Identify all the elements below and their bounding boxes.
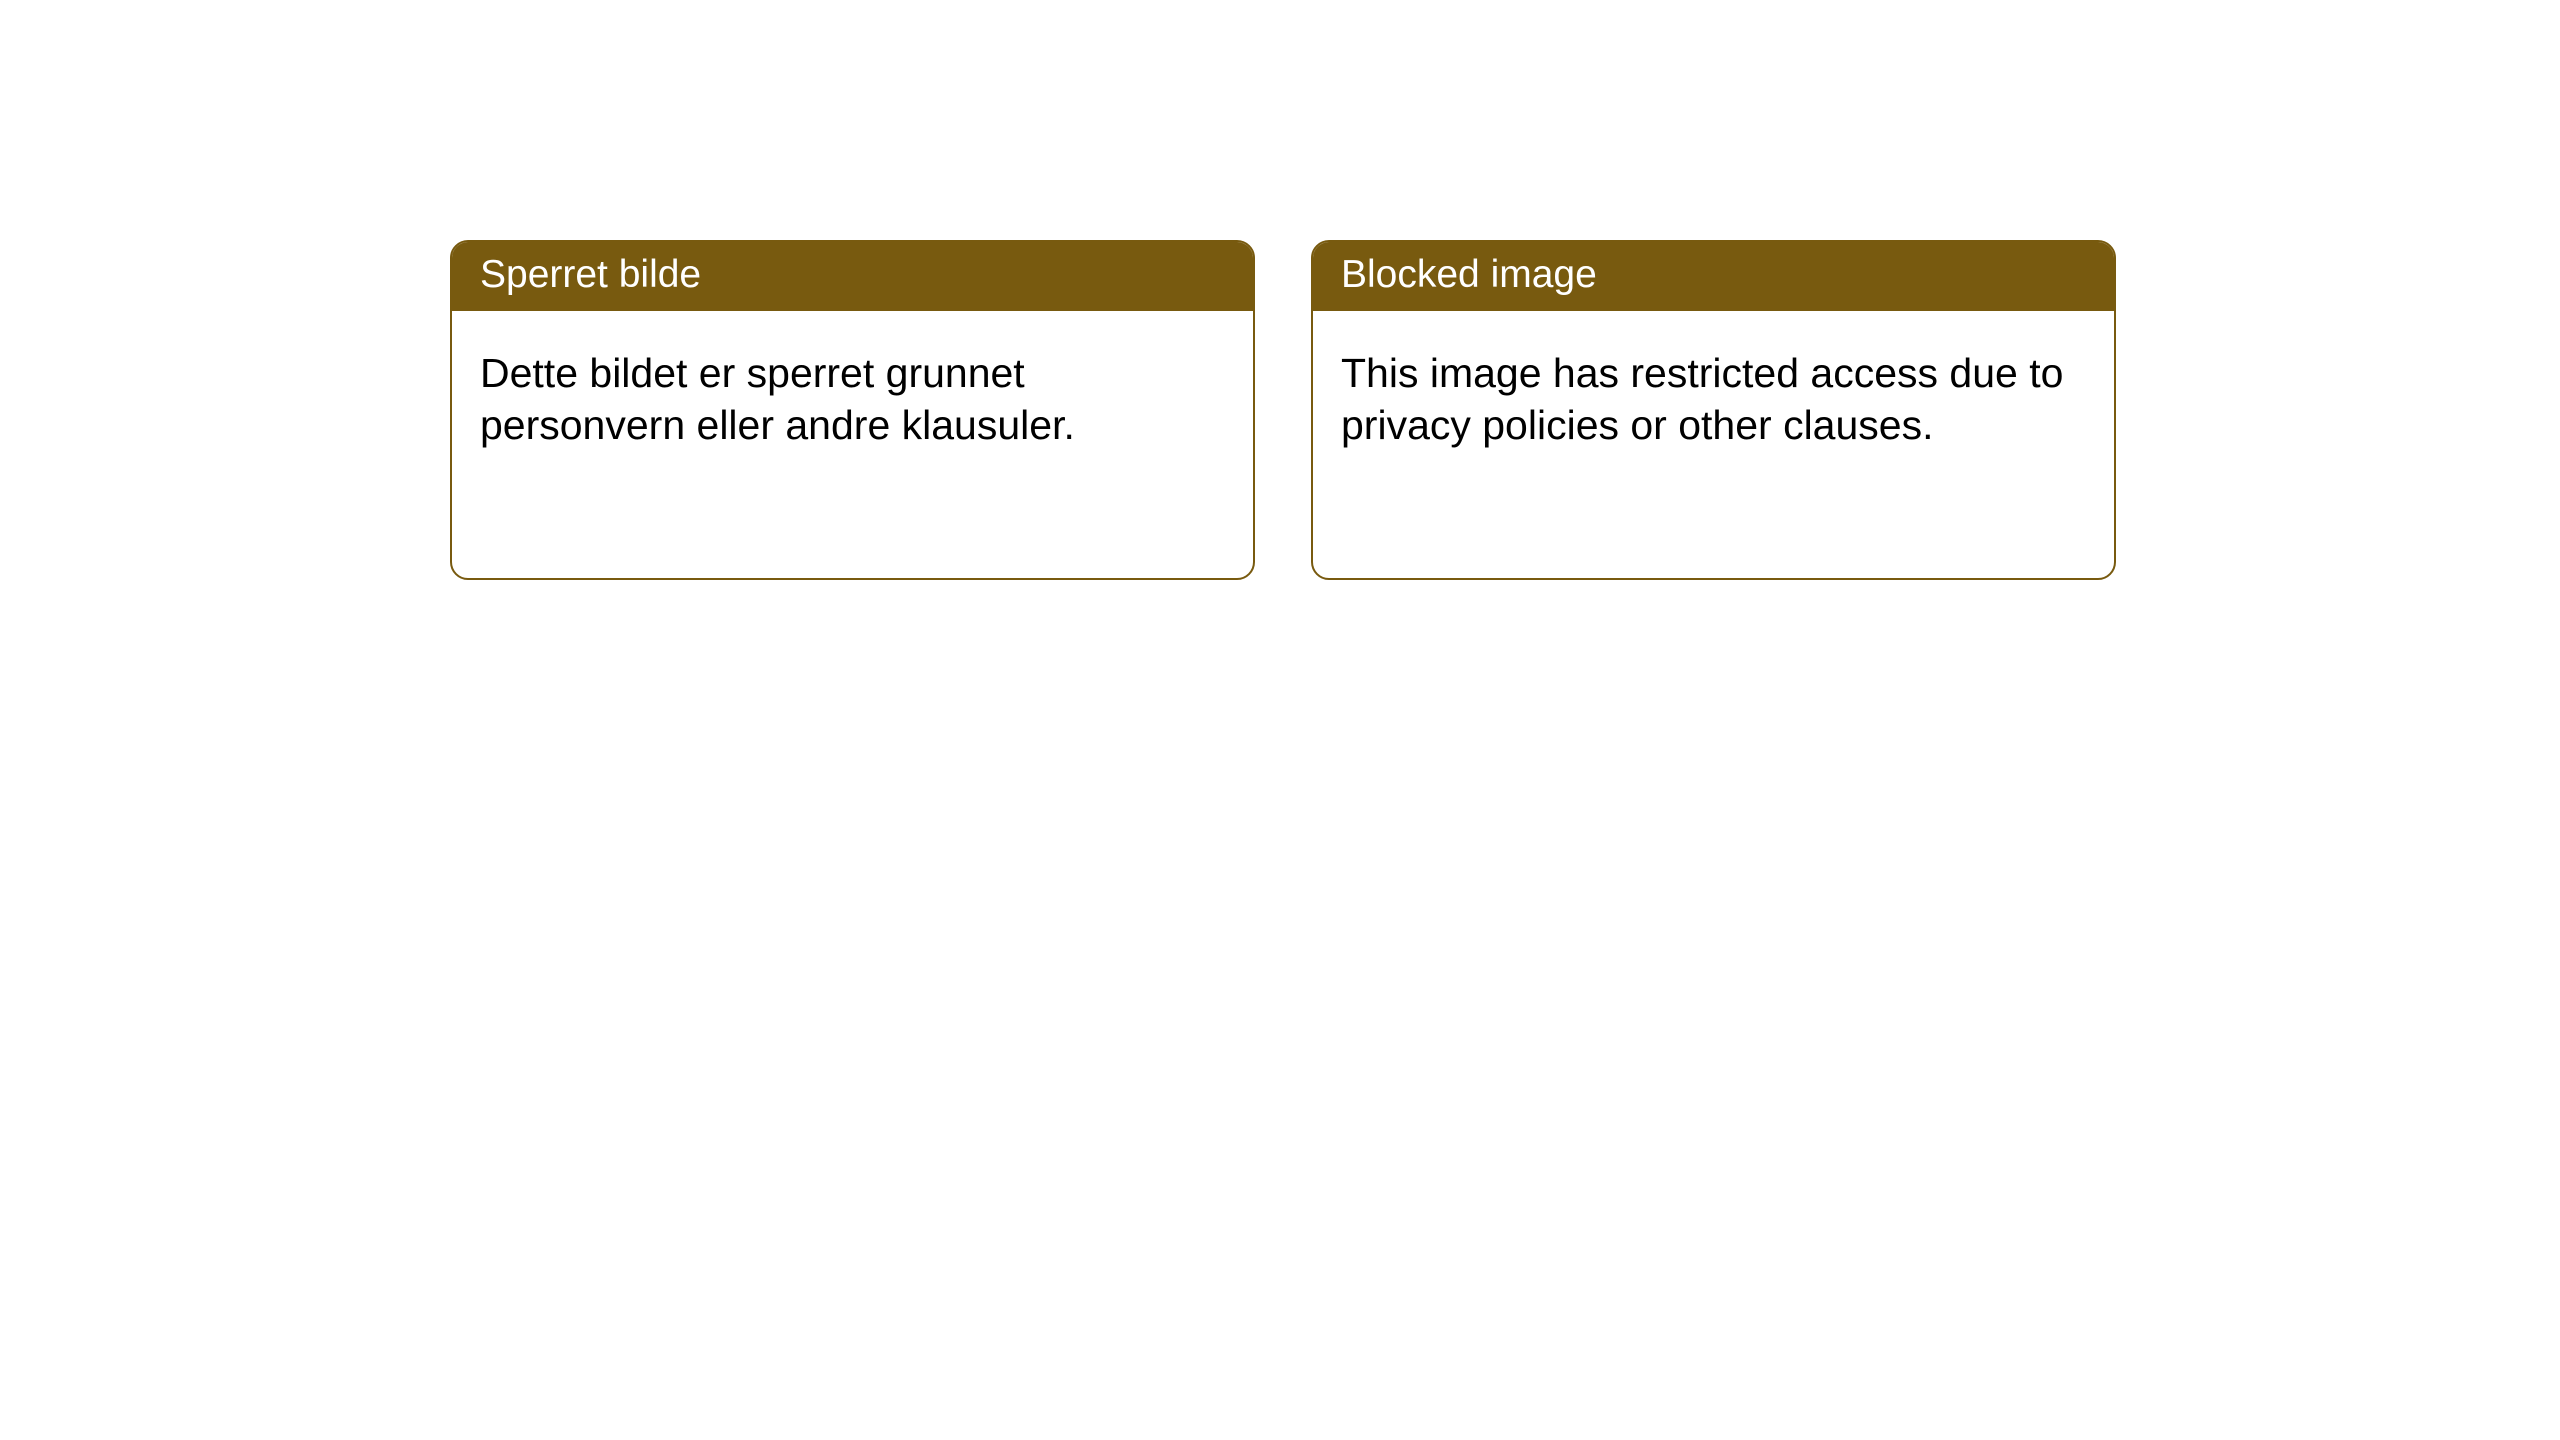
card-header: Blocked image [1313, 242, 2114, 311]
card-body: This image has restricted access due to … [1313, 311, 2114, 480]
card-title: Sperret bilde [480, 253, 701, 296]
card-header: Sperret bilde [452, 242, 1253, 311]
notice-container: Sperret bilde Dette bildet er sperret gr… [0, 0, 2560, 580]
card-message: Dette bildet er sperret grunnet personve… [480, 350, 1075, 448]
card-body: Dette bildet er sperret grunnet personve… [452, 311, 1253, 480]
card-message: This image has restricted access due to … [1341, 350, 2063, 448]
notice-card-english: Blocked image This image has restricted … [1311, 240, 2116, 580]
card-title: Blocked image [1341, 253, 1597, 296]
notice-card-norwegian: Sperret bilde Dette bildet er sperret gr… [450, 240, 1255, 580]
